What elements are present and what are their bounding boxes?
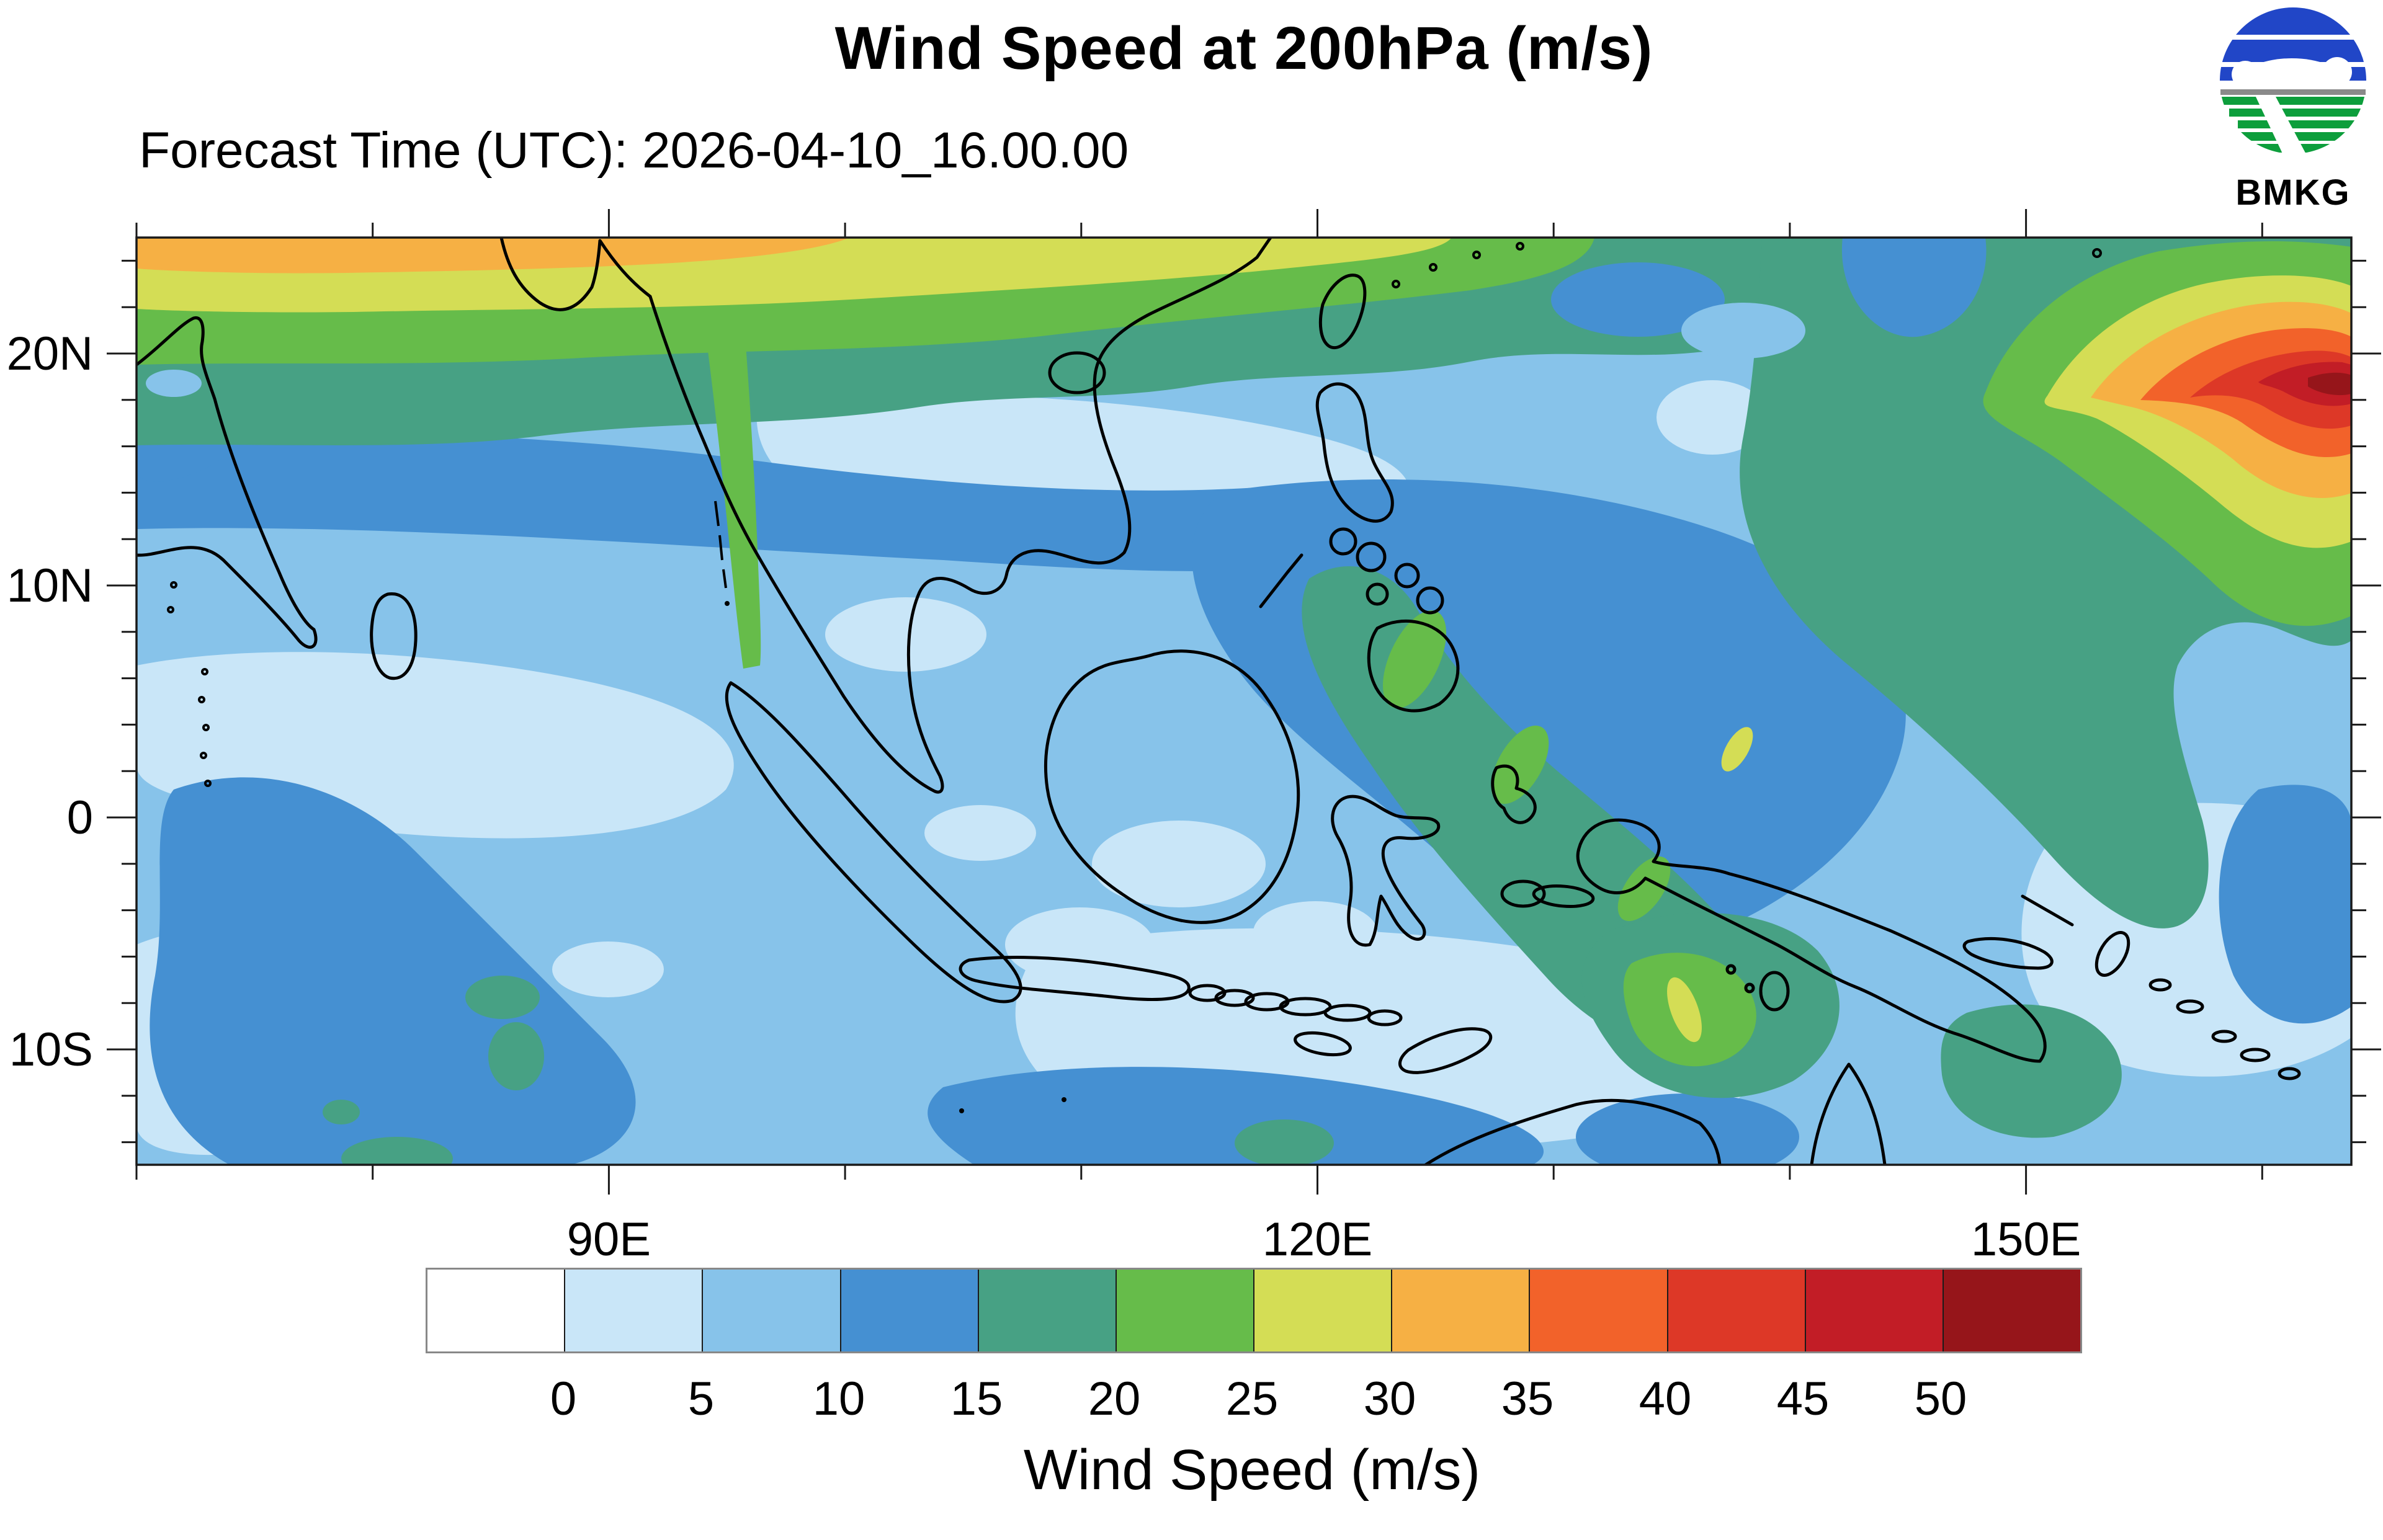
colorbar-tick-label: 10 [812, 1373, 865, 1425]
page-title: Wind Speed at 200hPa (m/s) [834, 14, 1653, 82]
axis-layer: 90E 120E 150E 20N 10N 0 10S [7, 209, 2381, 1266]
colorbar-segment-2 [702, 1270, 840, 1351]
colorbar-tick-label: 50 [1914, 1373, 1967, 1425]
colorbar-tick-label: 15 [950, 1373, 1003, 1425]
ryukyu-islands [1392, 242, 2102, 288]
colorbar-segment-11 [1942, 1270, 2081, 1351]
contour-region-over-50 [2308, 372, 2351, 396]
lon-tick-label: 90E [567, 1213, 651, 1266]
coast-australia-north [1424, 1098, 1722, 1165]
colorbar-segment-10 [1804, 1270, 1943, 1351]
coastlines [136, 238, 2301, 1165]
coast-visayas [1329, 527, 1444, 615]
coast-india [136, 316, 318, 649]
colorbar-segment-3 [839, 1270, 978, 1351]
coast-taiwan [1318, 274, 1367, 350]
coast-timor [1398, 1027, 1493, 1074]
colorbar-tick-label: 0 [550, 1373, 577, 1425]
lat-tick-label: 10N [7, 559, 93, 612]
lat-tick-label: 20N [7, 327, 93, 380]
coast-indochina-malaya [648, 238, 1272, 794]
lat-tick-label: 0 [67, 791, 93, 844]
colorbar-tick-label: 5 [687, 1373, 715, 1425]
coast-mindanao [1367, 620, 1460, 713]
map-frame [135, 236, 2353, 1166]
coast-sulawesi [1331, 794, 1441, 947]
andaman-islands [714, 501, 727, 589]
colorbar-tick-label: 40 [1639, 1373, 1692, 1425]
coast-sumatra [725, 681, 1022, 1004]
colorbar-tick-label: 20 [1088, 1373, 1141, 1425]
coast-new-ireland [2021, 894, 2074, 927]
coast-halmahera [1491, 764, 1537, 824]
colorbar-segment-7 [1391, 1270, 1529, 1351]
colorbar-segment-0 [427, 1270, 565, 1351]
coast-bengal-delta [499, 238, 652, 311]
bmkg-logo-icon: BMKG [2220, 7, 2366, 213]
colorbar [426, 1268, 2082, 1353]
colorbar-segment-4 [977, 1270, 1115, 1351]
coast-sri-lanka [370, 592, 418, 680]
colorbar-segment-9 [1666, 1270, 1805, 1351]
small-islands [725, 601, 1066, 1113]
colorbar-segment-8 [1529, 1270, 1667, 1351]
coast-new-guinea [1576, 818, 2047, 1063]
coast-palawan [1259, 553, 1303, 608]
contour-streaks-over-teal [146, 238, 1987, 397]
maldives-islands [167, 581, 212, 787]
coast-cape-york [1810, 1062, 1887, 1165]
coast-new-britain [1962, 937, 2054, 970]
coast-hainan [1048, 351, 1106, 394]
logo-divider [2220, 89, 2366, 95]
coast-luzon [1315, 382, 1394, 523]
colorbar-title: Wind Speed (m/s) [1023, 1438, 1481, 1502]
colorbar-tick-labels: 0 5 10 15 20 25 30 35 40 45 50 [0, 1372, 2383, 1428]
lat-tick-label: 10S [9, 1023, 93, 1076]
contour-region-45-50 [2258, 362, 2351, 406]
colorbar-segment-5 [1115, 1270, 1254, 1351]
coast-bougainville [2095, 931, 2130, 977]
forecast-time-label: Forecast Time (UTC): 2026-04-10_16.00.00 [139, 122, 1129, 179]
bmkg-logo-text: BMKG [2235, 172, 2350, 213]
colorbar-tick-label: 25 [1225, 1373, 1279, 1425]
wind-speed-map: 90E 120E 150E 20N 10N 0 10S [7, 209, 2381, 1266]
lon-tick-label: 120E [1263, 1213, 1373, 1266]
coast-java [959, 956, 1191, 1001]
coast-lesser-sunda [1188, 984, 1403, 1057]
contour-field [136, 238, 2351, 1165]
colorbar-tick-label: 30 [1363, 1373, 1416, 1425]
lon-tick-label: 150E [1971, 1213, 2081, 1266]
coast-borneo [1044, 649, 1300, 924]
colorbar-segment-6 [1253, 1270, 1392, 1351]
colorbar-tick-label: 45 [1776, 1373, 1830, 1425]
colorbar-tick-label: 35 [1501, 1373, 1554, 1425]
coast-moluccas [1500, 879, 1790, 1012]
bmkg-logo: BMKG [2212, 5, 2374, 219]
coast-solomons [2148, 978, 2301, 1080]
colorbar-segment-1 [564, 1270, 702, 1351]
